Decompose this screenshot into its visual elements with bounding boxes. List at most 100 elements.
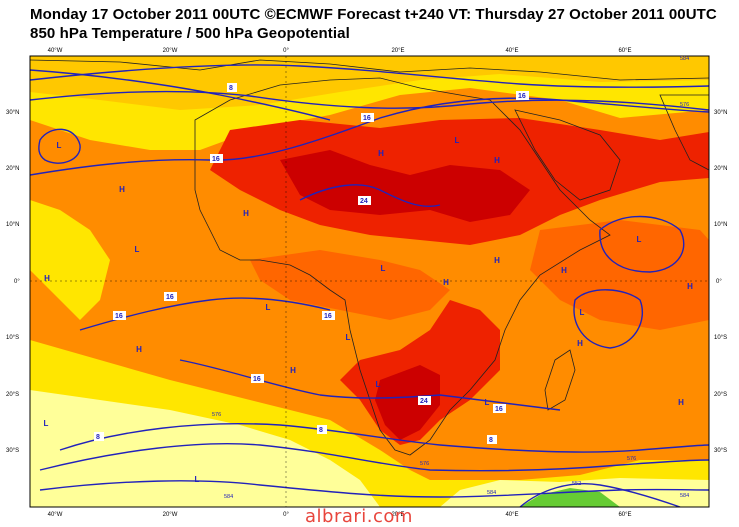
lat-label-left: 10°N [6, 222, 19, 228]
lat-label-right: 20°N [714, 166, 727, 172]
geopotential-label: 584 [680, 493, 689, 499]
geopotential-label: 576 [627, 456, 636, 462]
latitude-labels: 30°N 20°N 10°N 0° 10°S 20°S 30°S 30°N 20… [6, 110, 727, 454]
low-pressure-marker: L [266, 303, 271, 312]
map-title: Monday 17 October 2011 00UTC ©ECMWF Fore… [30, 6, 717, 23]
geopotential-label: 576 [420, 461, 429, 467]
lon-label-bottom: 20°E [391, 512, 404, 518]
arabia-coast [514, 109, 621, 201]
contour-label: 8 [227, 83, 237, 92]
contour-label: 24 [358, 196, 371, 205]
lat-label-left: 0° [14, 279, 20, 285]
lat-label-right: 20°S [714, 392, 727, 398]
high-pressure-marker: H [136, 345, 142, 354]
svg-text:16: 16 [166, 294, 174, 301]
lon-label-top: 40°W [48, 48, 63, 54]
contour-8-north [30, 69, 331, 121]
contour-label: 16 [251, 374, 264, 383]
lat-label-left: 30°S [6, 448, 19, 454]
lon-label-top: 0° [283, 48, 289, 54]
contour-label: 16 [113, 311, 126, 320]
lat-label-left: 30°N [6, 110, 19, 116]
coastlines [30, 59, 709, 456]
contours [30, 64, 709, 507]
low-pressure-marker: L [455, 136, 460, 145]
svg-text:24: 24 [420, 398, 428, 405]
low-pressure-marker: L [44, 419, 49, 428]
lat-label-left: 20°S [6, 392, 19, 398]
contour-24-sahara [299, 184, 441, 207]
geopotential-label: 576 [680, 102, 689, 108]
high-pressure-marker: H [577, 339, 583, 348]
high-pressure-markers: H H H H H H H H H H H H H [44, 149, 693, 407]
lat-label-right: 10°N [714, 222, 727, 228]
temperature-field [30, 56, 709, 507]
lon-label-bottom: 40°W [48, 512, 63, 518]
map-subtitle: 850 hPa Temperature / 500 hPa Geopotenti… [30, 25, 350, 42]
lon-label-top: 60°E [618, 48, 631, 54]
contour-576-south [39, 443, 709, 472]
svg-text:24: 24 [360, 198, 368, 205]
svg-text:8: 8 [229, 85, 233, 92]
low-pressure-marker: L [57, 141, 62, 150]
contour-8-south [59, 423, 709, 453]
geopotential-label: 584 [680, 56, 689, 62]
contour-584-south [39, 480, 709, 498]
svg-text:8: 8 [319, 427, 323, 434]
contour-16-north [30, 97, 709, 176]
longitude-labels: 40°W 20°W 0° 20°E 40°E 60°E 40°W 20°W 0°… [48, 48, 632, 518]
low-pressure-marker: L [580, 308, 585, 317]
high-pressure-marker: H [678, 398, 684, 407]
europe-coast [30, 59, 709, 81]
lon-label-bottom: 40°E [505, 512, 518, 518]
high-pressure-marker: H [687, 282, 693, 291]
low-indian-ocean [599, 215, 685, 273]
low-pressure-marker: L [346, 333, 351, 342]
high-pressure-marker: H [243, 209, 249, 218]
svg-text:16: 16 [363, 115, 371, 122]
geopotential-label: 576 [212, 412, 221, 418]
lon-label-top: 40°E [505, 48, 518, 54]
geopotential-label: 552 [572, 481, 581, 487]
geopotential-labels: 576 576 576 576 584 584 584 552 584 [212, 56, 689, 500]
svg-text:16: 16 [324, 313, 332, 320]
contour-label: 24 [418, 396, 431, 405]
low-pressure-marker: L [381, 264, 386, 273]
contour-label: 16 [322, 311, 335, 320]
lon-label-top: 20°W [163, 48, 178, 54]
contour-label: 16 [164, 292, 177, 301]
low-west-ocean [38, 128, 81, 164]
lat-label-right: 30°S [714, 448, 727, 454]
geopotential-label: 584 [224, 494, 233, 500]
svg-text:16: 16 [253, 376, 261, 383]
contour-576-north [30, 90, 709, 111]
high-pressure-marker: H [119, 185, 125, 194]
contour-label: 16 [493, 404, 506, 413]
contour-584-north [30, 64, 709, 89]
svg-text:16: 16 [212, 156, 220, 163]
contour-label: 8 [487, 435, 497, 444]
lon-label-top: 20°E [391, 48, 404, 54]
contour-label: 8 [94, 432, 104, 441]
low-pressure-marker: L [485, 398, 490, 407]
contour-label: 8 [317, 425, 327, 434]
high-pressure-marker: H [494, 256, 500, 265]
contour-label: 16 [210, 154, 223, 163]
geopotential-label: 584 [487, 490, 496, 496]
low-madagascar-east [573, 289, 644, 349]
contour-16-south [179, 359, 561, 411]
map-frame [29, 55, 710, 508]
low-pressure-marker: L [135, 245, 140, 254]
high-pressure-marker: H [561, 266, 567, 275]
low-pressure-marker: L [195, 475, 200, 484]
svg-text:16: 16 [518, 93, 526, 100]
low-pressure-marker: L [637, 235, 642, 244]
lon-label-bottom: 0° [283, 512, 289, 518]
india-coast [659, 94, 709, 171]
low-pressure-marker: L [376, 380, 381, 389]
svg-text:8: 8 [489, 437, 493, 444]
contour-labels: 8 16 16 16 16 16 16 16 16 8 8 8 24 24 [94, 83, 529, 444]
contour-label: 16 [361, 113, 374, 122]
svg-text:16: 16 [115, 313, 123, 320]
